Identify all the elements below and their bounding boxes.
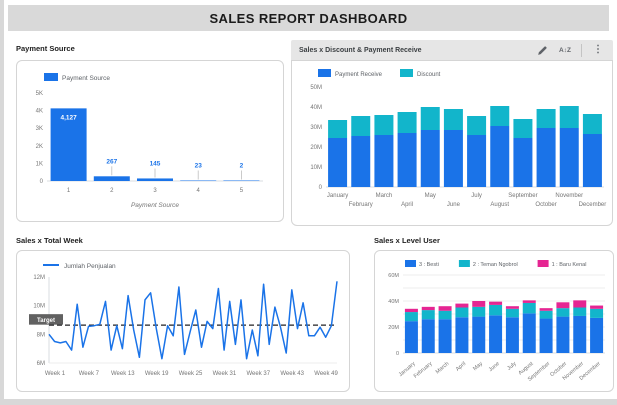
svg-text:Payment Receive: Payment Receive [335,72,383,78]
svg-text:January: January [327,193,348,199]
svg-text:Week 49: Week 49 [314,371,338,377]
svg-text:30M: 30M [310,125,322,131]
svg-text:4: 4 [197,188,201,194]
svg-text:Week 19: Week 19 [145,371,169,377]
svg-text:12M: 12M [33,275,45,281]
svg-text:10M: 10M [310,165,322,171]
sales-level-user-chart[interactable]: 3 : Besti 2 : Teman Ngobrol 1 : Baru Kenal… [375,251,613,391]
page-bottom-edge [0,399,617,405]
sales-total-week-title: Sales x Total Week [16,236,83,245]
svg-text:20M: 20M [388,325,399,331]
payment-source-title: Payment Source [16,44,75,53]
sales-discount-chart[interactable]: Payment Receive Discount 0 10M 20M 30M 40M 50M J… [292,61,612,225]
svg-text:June: June [488,361,501,373]
svg-text:Week 31: Week 31 [213,371,237,377]
svg-text:July: July [506,361,518,372]
svg-text:20M: 20M [310,145,322,151]
sales-total-week-card[interactable]: Jumlah Penjualan 6M 8M 10M 12M Week 1 Week 7 We… [16,250,350,392]
svg-text:December: December [579,202,607,208]
svg-text:October: October [535,202,556,208]
svg-text:8M: 8M [37,332,45,338]
svg-text:3 : Besti: 3 : Besti [419,262,439,268]
svg-text:November: November [555,193,583,199]
sales-discount-card-header: Sales x Discount & Payment Receive A↕Z ⋮ [291,40,613,60]
sales-level-user-title: Sales x Level User [374,236,440,245]
svg-text:Discount: Discount [417,72,441,78]
page-title: SALES REPORT DASHBOARD [209,10,408,26]
svg-text:0: 0 [396,351,399,357]
svg-text:5: 5 [240,188,244,194]
svg-text:Week 1: Week 1 [45,371,66,377]
svg-text:267: 267 [106,158,117,165]
svg-text:Payment Source: Payment Source [131,202,179,209]
svg-text:Jumlah Penjualan: Jumlah Penjualan [64,263,116,270]
svg-text:May: May [472,361,484,372]
svg-text:3K: 3K [36,126,43,132]
sales-discount-card[interactable]: Payment Receive Discount 0 10M 20M 30M 40M 50M J… [291,60,613,226]
svg-text:August: August [490,202,509,208]
edit-icon[interactable] [535,43,549,57]
svg-text:23: 23 [195,163,203,170]
svg-text:March: March [376,193,393,199]
svg-text:Week 7: Week 7 [79,371,100,377]
card-header-actions: A↕Z ⋮ [535,43,605,57]
svg-text:July: July [471,193,482,199]
svg-text:0: 0 [319,185,323,191]
svg-text:1 : Baru Kenal: 1 : Baru Kenal [552,262,587,268]
svg-text:September: September [508,193,537,199]
svg-text:10M: 10M [33,304,45,310]
header-divider [581,43,582,57]
svg-text:May: May [425,193,436,199]
sales-total-week-chart[interactable]: Jumlah Penjualan 6M 8M 10M 12M Week 1 Week 7 We… [17,251,349,391]
svg-text:February: February [413,361,434,380]
svg-text:0: 0 [40,179,44,185]
svg-text:40M: 40M [310,105,322,111]
svg-text:Week 25: Week 25 [179,371,203,377]
svg-text:2K: 2K [36,144,43,150]
svg-text:1: 1 [67,188,71,194]
svg-text:April: April [401,202,413,208]
svg-text:4,127: 4,127 [60,114,77,121]
svg-text:March: March [435,361,451,375]
svg-text:2: 2 [240,163,244,170]
dashboard-header: SALES REPORT DASHBOARD [8,5,609,31]
svg-text:40M: 40M [388,299,399,305]
svg-text:3: 3 [153,188,157,194]
svg-text:145: 145 [150,160,161,167]
sales-discount-title: Sales x Discount & Payment Receive [299,46,422,54]
svg-text:February: February [349,202,373,208]
svg-text:April: April [455,361,467,373]
payment-source-chart[interactable]: Payment Source 0 1K 2K 3K 4K 5K 4,127 1 267 2 145 3 2… [17,61,283,221]
svg-text:2: 2 [110,188,114,194]
svg-text:Week 13: Week 13 [111,371,135,377]
svg-text:Payment Source: Payment Source [62,75,110,82]
svg-text:2 : Teman Ngobrol: 2 : Teman Ngobrol [473,262,518,268]
page-left-edge [0,0,4,405]
payment-source-card[interactable]: Payment Source 0 1K 2K 3K 4K 5K 4,127 1 267 2 145 3 2… [16,60,284,222]
svg-text:50M: 50M [310,85,322,91]
more-vert-icon[interactable]: ⋮ [593,44,603,55]
svg-text:June: June [447,202,461,208]
svg-text:Target: Target [37,318,55,324]
svg-text:60M: 60M [388,273,399,279]
svg-text:Week 43: Week 43 [280,371,304,377]
svg-text:Week 37: Week 37 [247,371,271,377]
sort-az-icon[interactable]: A↕Z [559,46,571,54]
svg-text:4K: 4K [36,109,43,115]
sales-level-user-card[interactable]: 3 : Besti 2 : Teman Ngobrol 1 : Baru Kenal… [374,250,614,392]
svg-text:6M: 6M [37,361,45,367]
svg-text:1K: 1K [36,161,43,167]
svg-text:5K: 5K [36,91,43,97]
